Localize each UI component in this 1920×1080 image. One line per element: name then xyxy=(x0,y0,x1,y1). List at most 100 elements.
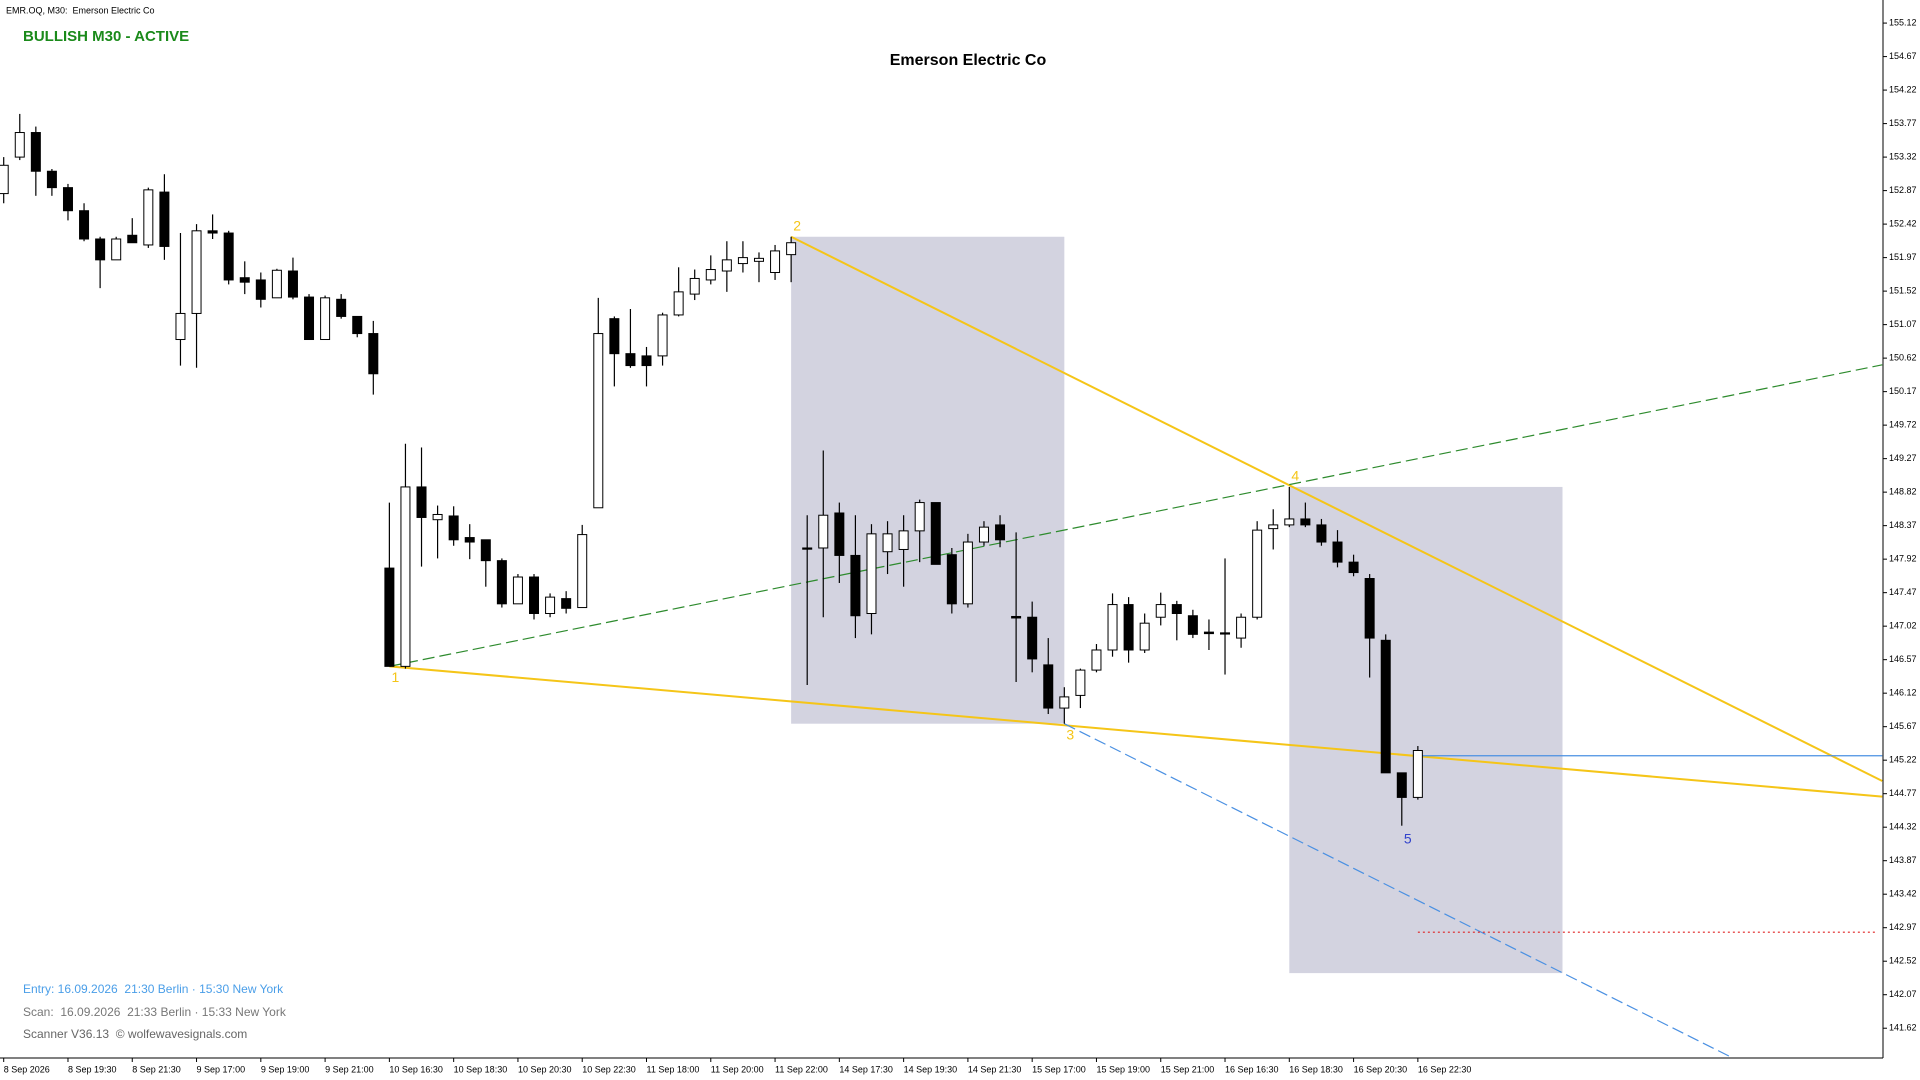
wave-point-label: 3 xyxy=(1066,726,1074,742)
wave-point-label: 4 xyxy=(1291,468,1299,484)
y-tick-label: 150.62 xyxy=(1889,353,1917,363)
candle-body xyxy=(480,539,491,562)
candle-body xyxy=(1187,615,1198,635)
candle-body xyxy=(1316,524,1327,543)
candle-body xyxy=(14,132,25,158)
candle-body xyxy=(0,164,9,195)
zones xyxy=(791,236,1563,974)
x-tick-label: 16 Sep 22:30 xyxy=(1418,1064,1472,1074)
candle-body xyxy=(1155,604,1166,618)
candle-body xyxy=(1364,578,1375,639)
candle-body xyxy=(1043,664,1054,709)
candle-body xyxy=(143,189,154,246)
x-tick-label: 14 Sep 19:30 xyxy=(904,1064,958,1074)
candle-body xyxy=(818,514,829,549)
pattern-zone xyxy=(1289,486,1563,974)
candle-body xyxy=(882,533,893,553)
candle-body xyxy=(529,576,540,615)
candle-body xyxy=(1011,615,1022,619)
candle-body xyxy=(95,238,106,261)
candle-body xyxy=(962,541,973,605)
y-tick-label: 151.97 xyxy=(1889,252,1917,262)
candle-body xyxy=(946,554,957,605)
candle-body xyxy=(207,230,218,234)
trend-line xyxy=(389,665,1883,798)
y-tick-label: 151.07 xyxy=(1889,319,1917,329)
y-tick-label: 142.97 xyxy=(1889,922,1917,932)
candle-body xyxy=(223,232,234,281)
overlay-lines xyxy=(389,235,1883,1059)
y-tick-label: 142.07 xyxy=(1889,989,1917,999)
candle-body xyxy=(737,257,748,265)
y-tick-label: 151.52 xyxy=(1889,285,1917,295)
candle-body xyxy=(159,191,170,247)
pattern-zone xyxy=(791,236,1065,724)
candle-body xyxy=(705,269,716,281)
x-tick-label: 10 Sep 16:30 xyxy=(389,1064,443,1074)
candle-body xyxy=(834,512,845,556)
candle-body xyxy=(1236,616,1247,639)
scan-info: Scan: 16.09.2026 21:33 Berlin · 15:33 Ne… xyxy=(23,1005,287,1019)
candle-body xyxy=(1252,529,1263,618)
candle-body xyxy=(1139,622,1150,651)
candle-body xyxy=(496,560,507,605)
y-tick-label: 143.87 xyxy=(1889,855,1917,865)
y-tick-label: 148.82 xyxy=(1889,487,1917,497)
candle-body xyxy=(770,250,781,274)
candle-body xyxy=(1332,541,1343,563)
chart-title: Emerson Electric Co xyxy=(890,52,1047,69)
candle-body xyxy=(641,355,652,367)
x-tick-label: 15 Sep 19:00 xyxy=(1096,1064,1150,1074)
candle-body xyxy=(30,132,41,172)
x-tick-label: 9 Sep 19:00 xyxy=(261,1064,310,1074)
candle-body xyxy=(1396,772,1407,798)
candle-body xyxy=(786,242,797,256)
candle-body xyxy=(561,598,572,609)
y-tick-label: 150.17 xyxy=(1889,386,1917,396)
trend-line xyxy=(790,235,1883,782)
x-tick-label: 9 Sep 17:00 xyxy=(197,1064,246,1074)
candle-body xyxy=(191,230,202,314)
x-tick-label: 8 Sep 2026 xyxy=(4,1064,50,1074)
entry-info: Entry: 16.09.2026 21:30 Berlin · 15:30 N… xyxy=(23,982,284,996)
y-tick-label: 147.02 xyxy=(1889,621,1917,631)
x-tick-label: 10 Sep 20:30 xyxy=(518,1064,572,1074)
x-tick-label: 11 Sep 22:00 xyxy=(775,1064,828,1074)
x-tick-label: 14 Sep 21:30 xyxy=(968,1064,1022,1074)
wave-point-label: 2 xyxy=(793,217,801,233)
candle-body xyxy=(336,298,347,317)
candle-body xyxy=(304,296,315,341)
x-tick-label: 15 Sep 21:00 xyxy=(1161,1064,1215,1074)
y-tick-label: 153.77 xyxy=(1889,118,1917,128)
candle-body xyxy=(352,315,363,335)
y-tick-label: 154.22 xyxy=(1889,84,1917,94)
candle-body xyxy=(416,486,427,518)
candle-body xyxy=(1123,604,1134,651)
candle-body xyxy=(866,533,877,615)
candle-body xyxy=(545,596,556,615)
candle-body xyxy=(1300,518,1311,526)
candle-body xyxy=(287,270,298,298)
y-tick-label: 144.32 xyxy=(1889,822,1917,832)
trend-line xyxy=(389,364,1883,667)
candle-body xyxy=(1171,604,1182,615)
candle-body xyxy=(1412,750,1423,798)
y-tick-label: 154.67 xyxy=(1889,51,1917,61)
candle-body xyxy=(673,291,684,316)
x-tick-label: 11 Sep 18:00 xyxy=(647,1064,700,1074)
candle-body xyxy=(721,259,732,272)
scanner-info: Scanner V36.13 © wolfewavesignals.com xyxy=(23,1027,247,1041)
y-tick-label: 141.62 xyxy=(1889,1023,1917,1033)
candle-body xyxy=(930,502,941,565)
y-tick-label: 147.47 xyxy=(1889,587,1917,597)
candle-body xyxy=(448,515,459,541)
y-tick-label: 146.12 xyxy=(1889,688,1917,698)
y-tick-label: 149.27 xyxy=(1889,453,1917,463)
candle-body xyxy=(1268,524,1279,530)
wave-point-label: 1 xyxy=(391,669,399,685)
candle-body xyxy=(400,486,411,667)
candle-body xyxy=(657,314,668,357)
candle-body xyxy=(46,170,57,189)
candle-body xyxy=(1284,518,1295,526)
